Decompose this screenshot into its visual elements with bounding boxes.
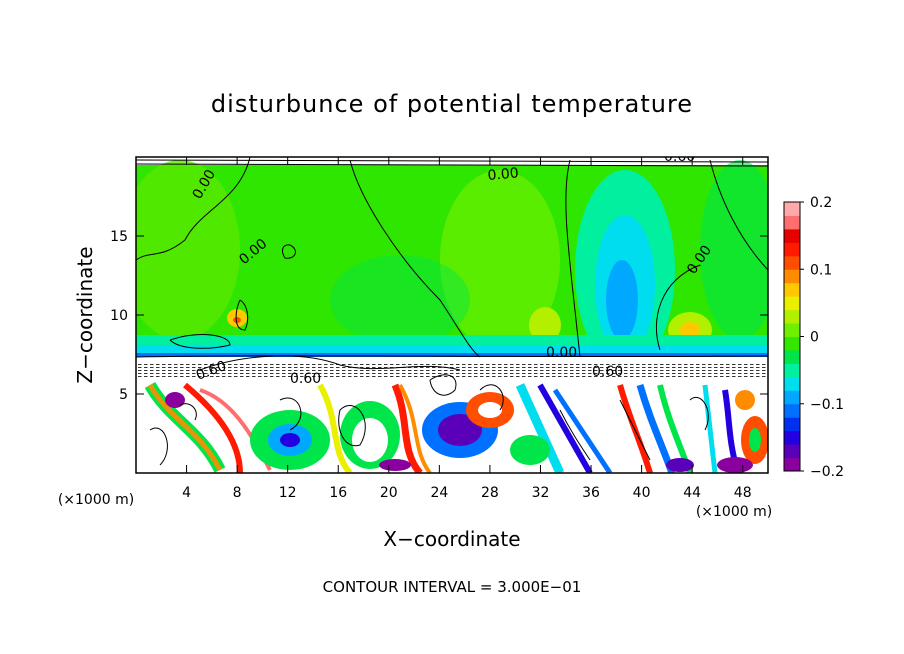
contour-label: 0.60 [592,364,623,380]
colorbar [783,201,801,472]
x-tick-label: 8 [233,485,242,501]
field-patch [330,255,470,345]
x-tick-label: 36 [582,485,600,501]
x-tick-label: 32 [532,485,550,501]
colorbar-swatch [784,309,800,324]
contour-label: 0.00 [546,345,577,361]
contour-interval-note: CONTOUR INTERVAL = 3.000E−01 [323,578,582,596]
x-unit-label-left: (×1000 m) [58,492,134,508]
colorbar-swatch [784,376,800,391]
field-patch [136,160,240,340]
colorbar-swatch [784,336,800,351]
colorbar-swatch [784,390,800,405]
field-lower-structures [144,381,768,473]
plot-field: 0.00 0.00 0.00 0.00 0.00 0.60 0.60 0.60 … [136,149,768,473]
x-tick-label: 16 [329,485,347,501]
x-tick-label: 40 [633,485,651,501]
x-tick-label: 28 [481,485,499,501]
colorbar-swatch [784,323,800,337]
field-warm-spot [529,307,561,343]
x-tick-label: 24 [430,485,448,501]
y-tick-label: 10 [110,308,128,324]
colorbar-swatch [784,444,800,459]
y-tick-label: 5 [119,387,128,403]
colorbar-swatch [784,282,800,297]
y-axis: 5 10 15 [110,229,768,403]
colorbar-swatch [784,228,800,243]
colorbar-swatch [784,202,800,216]
x-tick-label: 12 [279,485,297,501]
field-band [136,353,768,357]
colorbar-ticks: 0.2 0.1 0 −0.1 −0.2 [800,195,844,480]
x-axis: 4 8 12 16 20 24 28 32 36 40 44 48 [182,157,752,501]
colorbar-swatch [784,269,800,284]
colorbar-swatch [784,417,800,432]
field-patch [440,170,560,350]
x-tick-label: 44 [683,485,701,501]
colorbar-swatch [784,457,800,472]
colorbar-tick-label: 0.1 [810,262,832,278]
colorbar-tick-label: −0.2 [810,464,844,480]
y-tick-label: 15 [110,229,128,245]
colorbar-tick-label: 0 [810,330,819,346]
field-warm-spot [680,322,700,338]
colorbar-swatch [784,255,800,270]
field-patch [700,160,768,340]
contour-label: 0.60 [664,149,695,165]
colorbar-swatch [784,430,800,445]
y-axis-title: Z−coordinate [73,246,97,383]
x-tick-label: 20 [380,485,398,501]
field-band [136,335,768,345]
contour-label: 0.60 [290,371,321,387]
contour-lines [136,157,768,466]
x-tick-label: 48 [734,485,752,501]
colorbar-tick-label: −0.1 [810,397,844,413]
x-unit-label-right: (×1000 m) [696,504,772,520]
colorbar-swatch [784,296,800,311]
colorbar-swatch [784,349,800,364]
field-warm-spot [233,317,241,323]
x-axis-title: X−coordinate [383,527,520,551]
colorbar-swatch [784,242,800,257]
colorbar-swatch [784,215,800,230]
field-inversion-contours [136,362,768,378]
colorbar-tick-label: 0.2 [810,195,832,211]
field-band [136,345,768,353]
x-tick-label: 4 [182,485,191,501]
colorbar-swatch [784,363,800,378]
colorbar-swatch [784,403,800,418]
contour-label: 0.00 [487,165,519,184]
chart-title: disturbunce of potential temperature [211,90,693,118]
field-plume [606,260,638,340]
